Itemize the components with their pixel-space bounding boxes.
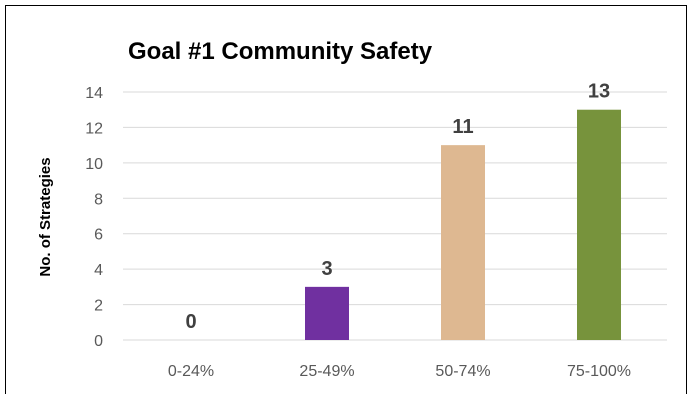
- x-tick-label: 75-100%: [567, 363, 631, 380]
- data-labels: 0 3 11 13: [185, 81, 610, 333]
- y-tick-label: 2: [94, 298, 103, 315]
- x-tick-label: 25-49%: [299, 363, 354, 380]
- bar: [441, 145, 485, 340]
- y-tick-label: 8: [94, 191, 103, 208]
- y-tick-label: 12: [85, 120, 103, 137]
- data-label: 0: [185, 311, 196, 333]
- data-label: 3: [321, 258, 332, 280]
- y-tick-label: 6: [94, 227, 103, 244]
- x-axis-ticks: 0-24% 25-49% 50-74% 75-100%: [168, 363, 631, 380]
- y-tick-label: 14: [85, 85, 103, 102]
- bar: [305, 286, 349, 340]
- y-tick-label: 10: [85, 156, 103, 173]
- data-label: 11: [452, 116, 473, 138]
- y-axis-title: No. of Strategies: [37, 157, 54, 276]
- bars: [305, 109, 621, 340]
- gridlines: [123, 91, 667, 341]
- x-tick-label: 50-74%: [435, 363, 490, 380]
- data-label: 13: [588, 81, 610, 103]
- y-axis-ticks: 0 2 4 6 8 10 12 14: [85, 85, 103, 350]
- chart-frame: [5, 5, 687, 394]
- chart-title: Goal #1 Community Safety: [128, 38, 433, 65]
- y-tick-label: 0: [94, 333, 103, 350]
- bar: [577, 109, 621, 340]
- x-tick-label: 0-24%: [168, 363, 214, 380]
- y-tick-label: 4: [94, 262, 103, 279]
